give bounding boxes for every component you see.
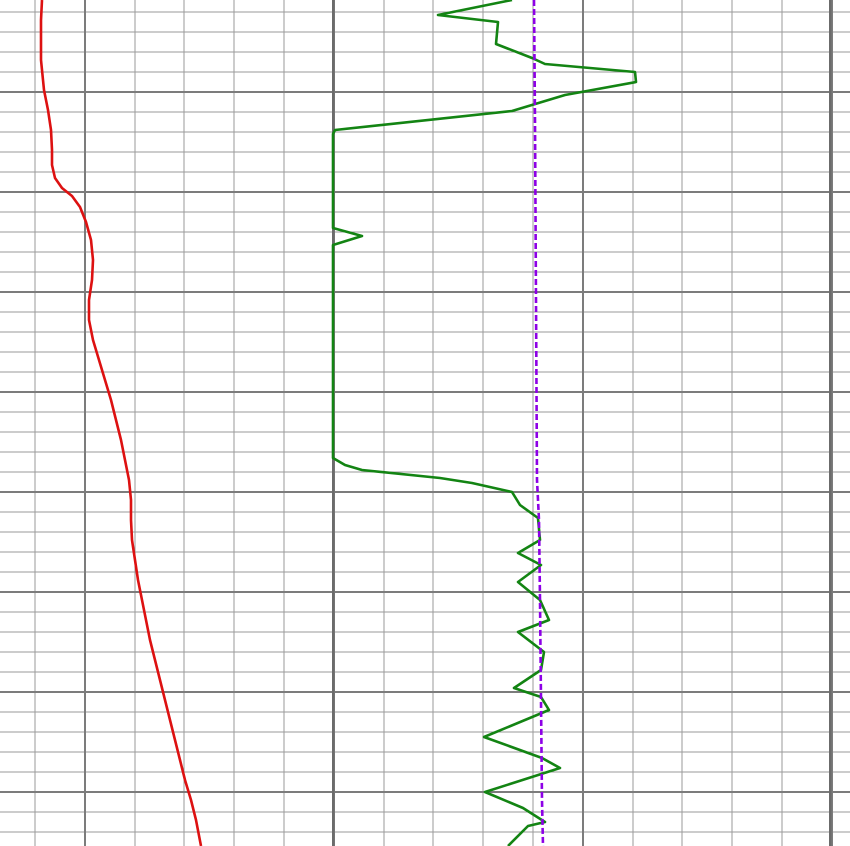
series-layer <box>39 0 638 846</box>
log-curve-track-2-solid-0 <box>331 0 638 846</box>
log-curve-track-2-dashed-1 <box>532 0 545 846</box>
log-curve-track-1-solid-0 <box>39 0 203 846</box>
